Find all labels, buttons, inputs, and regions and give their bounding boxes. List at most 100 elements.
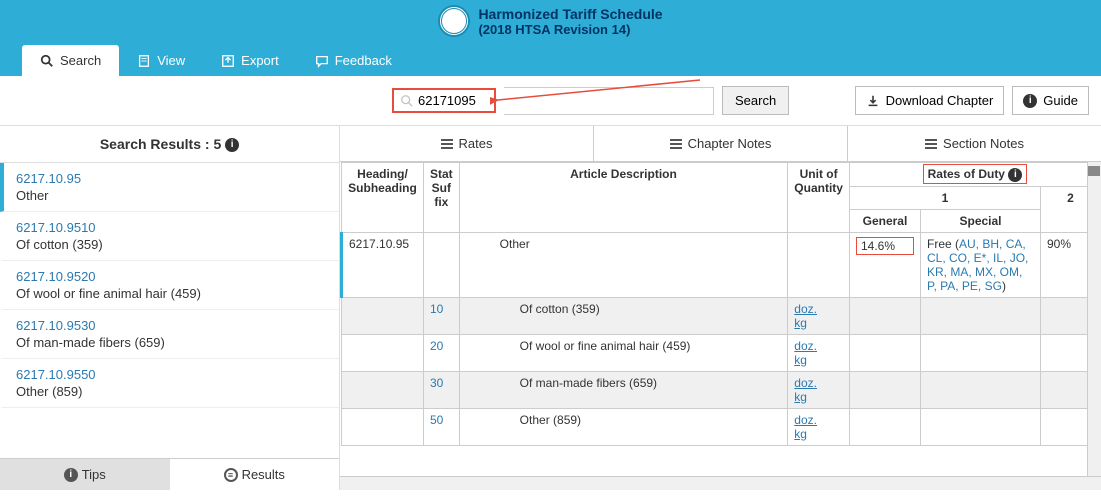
search-box-highlight	[392, 88, 496, 113]
tab-search[interactable]: Search	[22, 45, 119, 76]
result-desc: Of wool or fine animal hair (459)	[16, 286, 327, 301]
section-notes-tab[interactable]: Section Notes	[848, 126, 1101, 161]
result-desc: Other (859)	[16, 384, 327, 399]
cell-article: Of man-made fibers (659)	[459, 371, 788, 408]
cell-unit: doz.kg	[788, 408, 850, 445]
results-info-icon[interactable]: i	[225, 138, 239, 152]
cell-special	[921, 408, 1041, 445]
rates-table-wrap: Heading/ Subheading Stat Suf fix Article…	[340, 162, 1101, 476]
hamburger-icon	[670, 139, 682, 149]
app-title: Harmonized Tariff Schedule	[478, 6, 662, 22]
search-button[interactable]: Search	[722, 86, 789, 115]
cell-heading	[342, 334, 424, 371]
result-item[interactable]: 6217.10.9510 Of cotton (359)	[0, 212, 339, 261]
results-list: 6217.10.95 Other 6217.10.9510 Of cotton (35…	[0, 163, 339, 458]
cell-special	[921, 371, 1041, 408]
cell-general: 14.6%	[849, 232, 920, 297]
results-tab-label: Results	[242, 467, 285, 482]
cell-unit: doz.kg	[788, 371, 850, 408]
results-tab[interactable]: ≡ Results	[170, 459, 340, 490]
th-general: General	[849, 209, 920, 232]
cell-special	[921, 297, 1041, 334]
result-desc: Of cotton (359)	[16, 237, 327, 252]
export-icon	[221, 54, 235, 68]
top-nav: Search View Export Feedback	[0, 42, 1101, 76]
hamburger-icon	[925, 139, 937, 149]
seal-icon	[438, 5, 470, 37]
cell-heading	[342, 371, 424, 408]
detail-panel: Rates Chapter Notes Section Notes Headin…	[340, 126, 1101, 490]
cell-suffix[interactable]: 10	[424, 297, 460, 334]
search-input-icon	[400, 94, 414, 108]
guide-button[interactable]: i Guide	[1012, 86, 1089, 115]
results-label: Search Results :	[100, 136, 210, 152]
sub-row: 10Of cotton (359)doz.kg	[342, 297, 1101, 334]
cell-general	[849, 408, 920, 445]
download-chapter-button[interactable]: Download Chapter	[855, 86, 1005, 115]
cell-special	[921, 334, 1041, 371]
horizontal-scrollbar[interactable]	[340, 476, 1101, 490]
tips-label: Tips	[82, 467, 106, 482]
cell-special: Free (AU, BH, CA, CL, CO, E*, IL, JO, KR…	[921, 232, 1041, 297]
section-label: Section Notes	[943, 136, 1024, 151]
left-bottom-tabs: i Tips ≡ Results	[0, 458, 339, 490]
rates-table: Heading/ Subheading Stat Suf fix Article…	[340, 162, 1101, 446]
results-header: Search Results : 5 i	[0, 126, 339, 163]
cell-general	[849, 297, 920, 334]
cell-general	[849, 334, 920, 371]
result-code: 6217.10.9510	[16, 220, 327, 235]
toolbar: Search Download Chapter i Guide	[0, 76, 1101, 126]
feedback-icon	[315, 54, 329, 68]
main-content: Search Results : 5 i 6217.10.95Other6217…	[0, 126, 1101, 490]
th-article: Article Description	[459, 163, 788, 233]
guide-label: Guide	[1043, 93, 1078, 108]
rates-tab[interactable]: Rates	[340, 126, 594, 161]
cell-heading: 6217.10.95	[342, 232, 424, 297]
app-header: Harmonized Tariff Schedule (2018 HTSA Re…	[0, 0, 1101, 42]
info-icon: i	[1023, 94, 1037, 108]
cell-general	[849, 371, 920, 408]
rates-info-icon[interactable]: i	[1008, 168, 1022, 182]
result-item[interactable]: 6217.10.9530Of man-made fibers (659)	[0, 310, 339, 359]
cell-article: Other	[459, 232, 788, 297]
tab-feedback[interactable]: Feedback	[297, 45, 410, 76]
chapter-label: Chapter Notes	[688, 136, 772, 151]
cell-suffix[interactable]: 20	[424, 334, 460, 371]
sub-row: 20Of wool or fine animal hair (459)doz.k…	[342, 334, 1101, 371]
cell-suffix	[424, 232, 460, 297]
tips-tab[interactable]: i Tips	[0, 459, 170, 490]
cell-suffix[interactable]: 30	[424, 371, 460, 408]
download-label: Download Chapter	[886, 93, 994, 108]
hamburger-icon	[441, 139, 453, 149]
chapter-notes-tab[interactable]: Chapter Notes	[594, 126, 848, 161]
tab-feedback-label: Feedback	[335, 53, 392, 68]
tab-view-label: View	[157, 53, 185, 68]
th-suffix: Stat Suf fix	[424, 163, 460, 233]
tab-view[interactable]: View	[119, 45, 203, 76]
sub-row: 30Of man-made fibers (659)doz.kg	[342, 371, 1101, 408]
cell-article: Of cotton (359)	[459, 297, 788, 334]
search-icon	[40, 54, 54, 68]
tab-export[interactable]: Export	[203, 45, 297, 76]
main-row: 6217.10.95 Other 14.6%Free (AU, BH, CA, CL…	[342, 232, 1101, 297]
result-desc: Other	[16, 188, 327, 203]
results-count: 5	[213, 136, 221, 152]
vertical-scrollbar[interactable]	[1087, 162, 1101, 476]
search-input[interactable]	[418, 93, 488, 108]
app-subtitle: (2018 HTSA Revision 14)	[478, 22, 662, 37]
cell-unit: doz.kg	[788, 297, 850, 334]
th-one: 1	[849, 186, 1040, 209]
cell-article: Other (859)	[459, 408, 788, 445]
result-item[interactable]: 6217.10.95 Other	[0, 163, 339, 212]
result-item[interactable]: 6217.10.9520Of wool or fine animal hair …	[0, 261, 339, 310]
result-code: 6217.10.9530	[16, 318, 327, 333]
cell-suffix[interactable]: 50	[424, 408, 460, 445]
cell-article: Of wool or fine animal hair (459)	[459, 334, 788, 371]
cell-unit	[788, 232, 850, 297]
th-special: Special	[921, 209, 1041, 232]
result-item[interactable]: 6217.10.9550 Other (859)	[0, 359, 339, 408]
download-icon	[866, 94, 880, 108]
result-code: 6217.10.95	[16, 171, 327, 186]
result-code: 6217.10.9550	[16, 367, 327, 382]
cell-heading	[342, 297, 424, 334]
